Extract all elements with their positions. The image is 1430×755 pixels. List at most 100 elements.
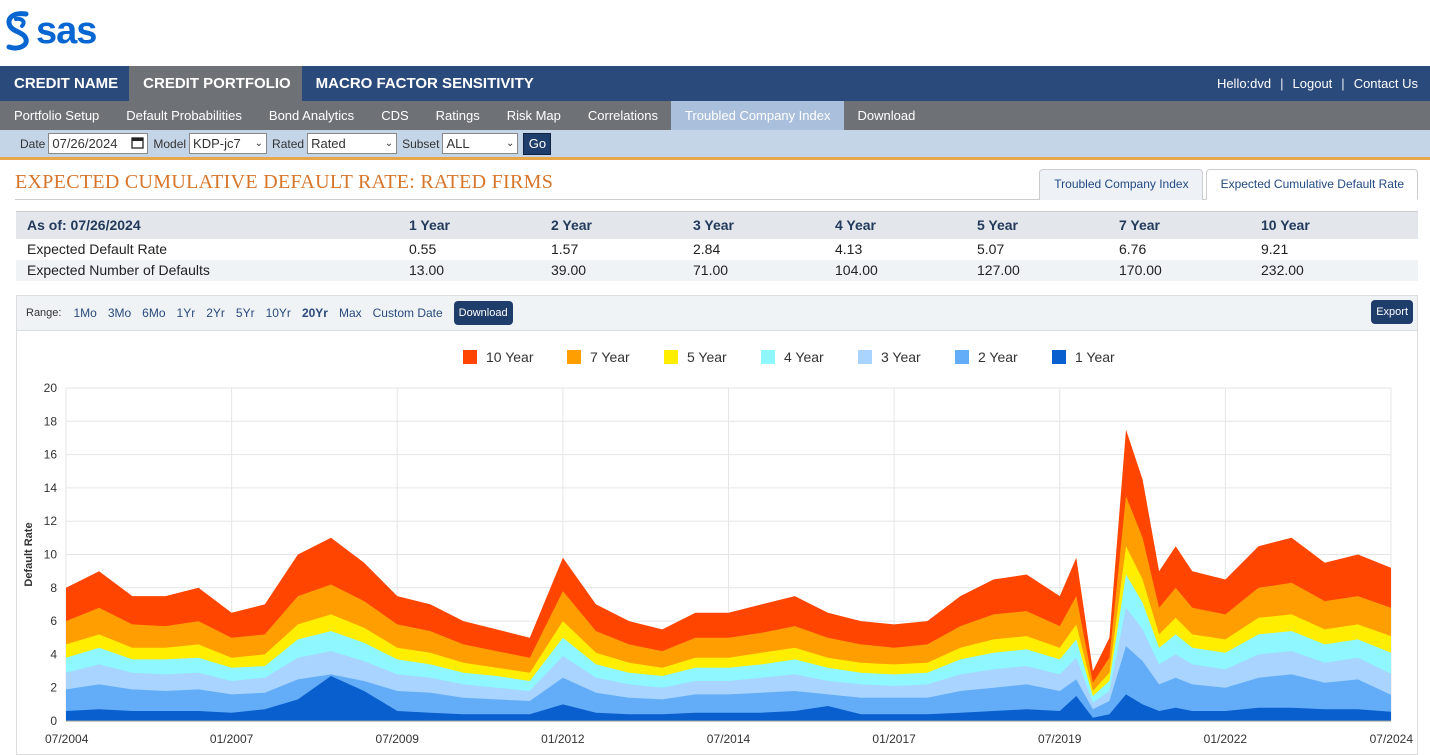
- header-logo-bar: sas: [0, 0, 1430, 66]
- x-tick-label: 07/2024: [1370, 732, 1414, 746]
- subnav-portfolio-setup[interactable]: Portfolio Setup: [14, 108, 100, 123]
- area-series-2-year: [66, 646, 1391, 721]
- table-row: Expected Number of Defaults 13.00 39.00 …: [16, 259, 1418, 281]
- legend-swatch: [567, 350, 581, 364]
- range-2yr[interactable]: 2Yr: [206, 306, 225, 320]
- as-of-header: As of: 07/26/2024: [16, 211, 398, 239]
- column-header: 5 Year: [966, 211, 1108, 239]
- table-cell: 5.07: [966, 238, 1108, 260]
- range-max[interactable]: Max: [338, 306, 362, 320]
- legend-item-label: 4 Year: [784, 349, 824, 365]
- x-tick-label: 01/2022: [1204, 732, 1248, 746]
- subnav-bond-analytics[interactable]: Bond Analytics: [268, 108, 355, 123]
- calendar-icon[interactable]: [131, 136, 145, 152]
- logout-link[interactable]: Logout: [1292, 76, 1333, 91]
- subset-select[interactable]: ALL ⌄: [442, 133, 519, 154]
- y-tick-label: 4: [50, 647, 57, 661]
- page-title: EXPECTED CUMULATIVE DEFAULT RATE: RATED …: [15, 171, 554, 193]
- separator: |: [1280, 76, 1284, 91]
- rated-label: Rated: [272, 136, 305, 151]
- table-cell: 4.13: [824, 238, 966, 260]
- x-tick-label: 01/2007: [210, 732, 254, 746]
- subnav-download[interactable]: Download: [857, 108, 916, 123]
- user-links: Hello:dvd | Logout | Contact Us: [1217, 66, 1418, 101]
- export-button[interactable]: Export: [1371, 300, 1413, 324]
- table-cell: 104.00: [824, 259, 966, 281]
- subnav-default-probabilities[interactable]: Default Probabilities: [126, 108, 242, 123]
- table-header-row: As of: 07/26/2024 1 Year 2 Year 3 Year 4…: [16, 211, 1418, 239]
- table-cell: 232.00: [1250, 259, 1418, 281]
- x-tick-label: 07/2019: [1038, 732, 1082, 746]
- chevron-down-icon: ⌄: [506, 138, 515, 149]
- title-row: EXPECTED CUMULATIVE DEFAULT RATE: RATED …: [15, 160, 1418, 200]
- tab-macro-factor-sensitivity[interactable]: MACRO FACTOR SENSITIVITY: [315, 75, 534, 92]
- range-toolbar: Range: 1Mo 3Mo 6Mo 1Yr 2Yr 5Yr 10Yr 20Yr…: [17, 296, 1417, 331]
- column-header: 4 Year: [824, 211, 966, 239]
- column-header: 7 Year: [1108, 211, 1250, 239]
- column-header: 1 Year: [398, 211, 540, 239]
- legend-swatch: [858, 350, 872, 364]
- table-cell: 13.00: [398, 259, 540, 281]
- legend-item-label: 10 Year: [486, 349, 534, 365]
- legend-swatch: [463, 350, 477, 364]
- date-label: Date: [20, 136, 46, 151]
- subnav-cds[interactable]: CDS: [381, 108, 409, 123]
- x-tick-label: 01/2012: [541, 732, 585, 746]
- range-5yr[interactable]: 5Yr: [235, 306, 255, 320]
- range-custom-date[interactable]: Custom Date: [372, 306, 443, 320]
- tab-expected-cumulative-default-rate[interactable]: Expected Cumulative Default Rate: [1205, 169, 1418, 200]
- model-label: Model: [153, 136, 187, 151]
- column-header: 3 Year: [682, 211, 824, 239]
- range-label: Range:: [26, 307, 62, 319]
- x-tick-label: 01/2017: [872, 732, 916, 746]
- date-input[interactable]: 07/26/2024: [48, 133, 149, 154]
- rated-select[interactable]: Rated ⌄: [307, 133, 398, 154]
- range-1mo[interactable]: 1Mo: [73, 306, 97, 320]
- range-20yr[interactable]: 20Yr: [301, 306, 328, 320]
- separator: |: [1341, 76, 1345, 91]
- table-cell: 39.00: [540, 259, 682, 281]
- tab-credit-portfolio[interactable]: CREDIT PORTFOLIO: [129, 66, 302, 101]
- table-cell: 127.00: [966, 259, 1108, 281]
- y-tick-label: 6: [50, 614, 57, 628]
- column-header: 2 Year: [540, 211, 682, 239]
- download-button[interactable]: Download: [453, 301, 513, 325]
- table-row: Expected Default Rate 0.55 1.57 2.84 4.1…: [16, 238, 1418, 260]
- y-tick-label: 2: [50, 681, 57, 695]
- chart-panel: Range: 1Mo 3Mo 6Mo 1Yr 2Yr 5Yr 10Yr 20Yr…: [16, 295, 1418, 755]
- y-tick-label: 18: [44, 414, 58, 428]
- y-tick-label: 10: [44, 548, 58, 562]
- contact-us-link[interactable]: Contact Us: [1353, 76, 1418, 91]
- column-header: 10 Year: [1250, 211, 1418, 239]
- chevron-down-icon: ⌄: [254, 138, 264, 149]
- range-6mo[interactable]: 6Mo: [142, 306, 166, 320]
- rated-value: Rated: [311, 136, 346, 151]
- sas-logo[interactable]: sas: [4, 10, 97, 52]
- y-tick-label: 14: [44, 481, 58, 495]
- filter-bar: Date 07/26/2024 Model KDP-jc7 ⌄ Rated Ra…: [0, 130, 1430, 160]
- tab-credit-name[interactable]: CREDIT NAME: [14, 75, 119, 92]
- legend-item-label: 7 Year: [590, 349, 630, 365]
- legend-swatch: [955, 350, 969, 364]
- table-cell: 71.00: [682, 259, 824, 281]
- go-button[interactable]: Go: [523, 132, 552, 155]
- range-3mo[interactable]: 3Mo: [107, 306, 132, 320]
- y-tick-label: 12: [44, 514, 58, 528]
- model-select[interactable]: KDP-jc7 ⌄: [189, 133, 268, 154]
- subnav-ratings[interactable]: Ratings: [435, 108, 480, 123]
- subnav-correlations[interactable]: Correlations: [587, 108, 658, 123]
- subnav-risk-map[interactable]: Risk Map: [506, 108, 561, 123]
- date-value: 07/26/2024: [52, 136, 118, 151]
- range-1yr[interactable]: 1Yr: [176, 306, 196, 320]
- x-tick-label: 07/2009: [376, 732, 420, 746]
- subnav-troubled-company-index[interactable]: Troubled Company Index: [671, 101, 844, 130]
- sub-navigation: Portfolio Setup Default Probabilities Bo…: [0, 101, 1430, 130]
- top-navigation: CREDIT NAME CREDIT PORTFOLIO MACRO FACTO…: [0, 66, 1430, 101]
- x-tick-label: 07/2014: [707, 732, 751, 746]
- row-label: Expected Default Rate: [16, 238, 398, 260]
- sas-swoosh-icon: [6, 11, 29, 51]
- view-tabs: Troubled Company Index Expected Cumulati…: [1036, 169, 1418, 200]
- range-10yr[interactable]: 10Yr: [265, 306, 291, 320]
- user-greeting: Hello:dvd: [1216, 76, 1272, 91]
- tab-troubled-company-index[interactable]: Troubled Company Index: [1039, 169, 1203, 200]
